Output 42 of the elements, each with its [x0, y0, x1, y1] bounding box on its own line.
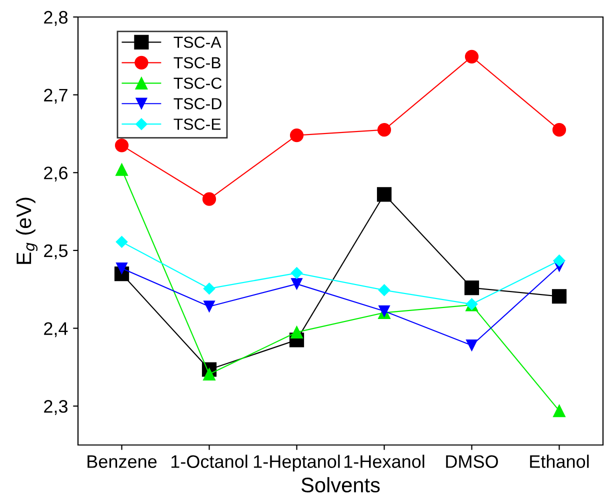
y-axis-title: E$_{g}$ (eV) — [16, 198, 38, 264]
point — [114, 138, 129, 152]
legend-label: TSC-A — [174, 36, 222, 48]
point — [553, 254, 566, 267]
y-tick-label: 2,3 — [44, 400, 68, 415]
legend-label: TSC-C — [174, 78, 222, 89]
point — [377, 123, 392, 137]
point — [116, 236, 128, 248]
point — [115, 163, 128, 176]
x-tick-label: 1-Hexanol — [344, 454, 424, 468]
y-tick-label: 2,5 — [44, 244, 68, 260]
point — [290, 326, 304, 338]
point — [202, 192, 216, 206]
y-tick-label: 2,8 — [44, 10, 68, 26]
point — [552, 123, 566, 137]
y-tick-label: 2,6 — [44, 166, 68, 182]
legend-label: TSC-B — [174, 57, 220, 68]
y-tick-label: 2,4 — [44, 322, 68, 338]
legend-label: TSC-D — [174, 98, 222, 110]
x-tick-label: 1-Heptanol — [254, 454, 340, 472]
point — [203, 282, 216, 295]
point — [552, 289, 567, 304]
point — [378, 284, 390, 296]
point — [290, 278, 303, 290]
point — [202, 368, 216, 381]
point — [376, 187, 392, 202]
legend-label: TSC-E — [174, 118, 221, 130]
point — [290, 267, 303, 280]
point — [116, 262, 128, 274]
x-tick-label: Benzene — [88, 455, 157, 468]
point — [466, 340, 478, 352]
x-axis-title: Solvents — [301, 477, 380, 492]
point — [378, 305, 390, 317]
point — [290, 128, 304, 142]
y-tick-label: 2,7 — [44, 88, 68, 104]
point — [464, 50, 479, 64]
x-tick-label: Ethanol — [530, 454, 589, 468]
x-tick-label: 1-Octanol — [171, 454, 248, 468]
x-tick-label: DMSO — [446, 455, 498, 468]
point — [464, 280, 480, 296]
point — [203, 300, 216, 312]
point — [552, 404, 566, 418]
